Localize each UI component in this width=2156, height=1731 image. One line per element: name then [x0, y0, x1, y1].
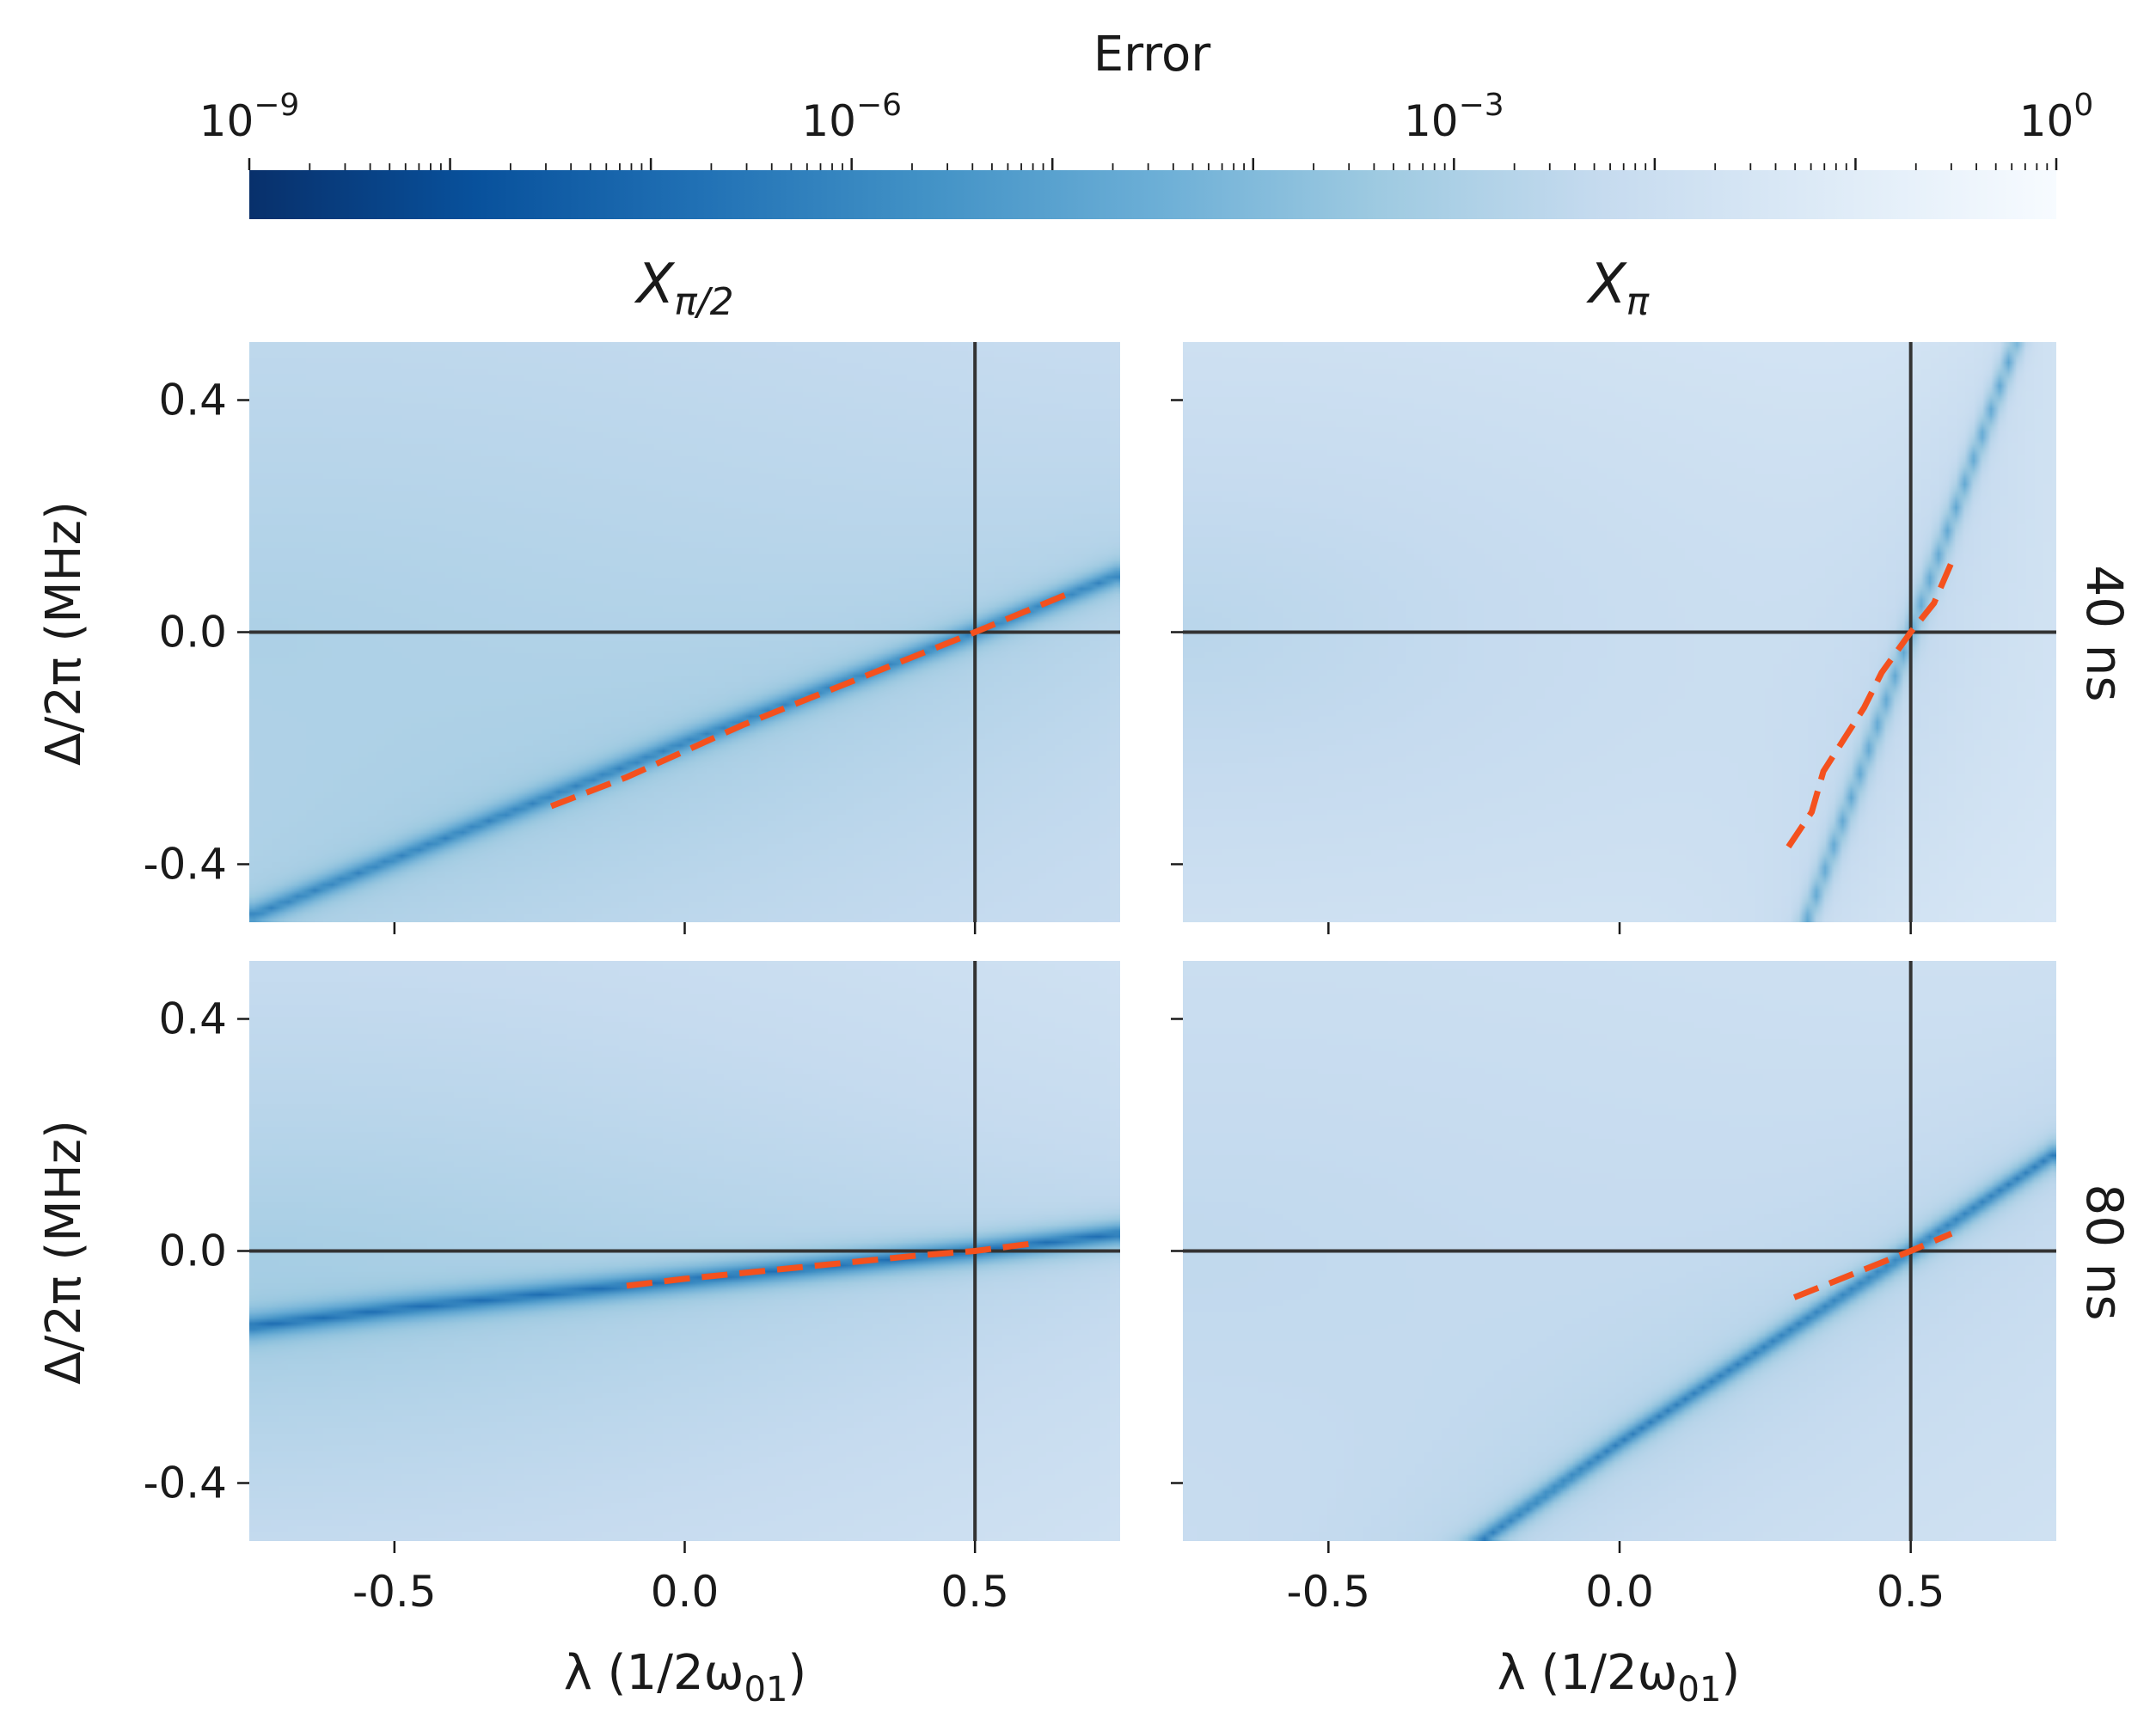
y-tick-label: -0.4 [143, 840, 227, 890]
x-tick-label: 0.5 [940, 1567, 1009, 1617]
colorbar-tick-label: 10−3 [1404, 88, 1504, 146]
panel-x-pi-half-40ns: 0.4 0.0 -0.4 [143, 342, 1120, 934]
dashed-fit-line [549, 589, 1075, 810]
x-axis-label-right: λ (1/2ω01) [1498, 1645, 1741, 1710]
colorbar-title: Error [1093, 27, 1211, 83]
panel-x-pi-40ns [1171, 342, 2056, 934]
panel-x-pi-half-80ns: 0.4 0.0 -0.4 -0.5 0.0 0.5 [143, 961, 1120, 1617]
x-tick-label: 0.0 [1585, 1567, 1654, 1617]
dashed-fit-line [1785, 561, 1955, 849]
colorbar-tick-labels: 10−9 10−6 10−3 100 [199, 88, 2094, 146]
colorbar-tick-label: 100 [2019, 88, 2094, 146]
x-tick-label: 0.5 [1877, 1567, 1945, 1617]
column-title-x-pi-half: Xπ/2 [634, 253, 733, 324]
y-axis-label-top: Δ/2π (MHz) [36, 501, 92, 766]
x-axis-label-left: λ (1/2ω01) [564, 1645, 807, 1710]
x-tick-label: -0.5 [1287, 1567, 1371, 1617]
row-label-80ns: 80 ns [2075, 1184, 2134, 1320]
colorbar-gradient [249, 170, 2056, 219]
x-tick-label: -0.5 [352, 1567, 437, 1617]
colorbar-tick-label: 10−6 [801, 88, 902, 146]
y-tick-label: 0.4 [158, 376, 227, 425]
colorbar-tick-label: 10−9 [199, 88, 300, 146]
x-tick-label: 0.0 [651, 1567, 720, 1617]
dashed-fit-line [626, 1240, 1034, 1289]
dashed-fit-line [1792, 1231, 1953, 1300]
y-tick-label: 0.0 [158, 608, 227, 658]
panel-x-pi-80ns: -0.5 0.0 0.5 [1171, 961, 2056, 1617]
y-tick-label: 0.4 [158, 994, 227, 1044]
column-title-x-pi: Xπ [1586, 253, 1651, 324]
colorbar: Error 10−9 10−6 10−3 100 [199, 27, 2094, 219]
row-label-40ns: 40 ns [2075, 565, 2134, 701]
y-tick-label: -0.4 [143, 1459, 227, 1508]
y-axis-label-bottom: Δ/2π (MHz) [36, 1120, 92, 1385]
colorbar-ticks [248, 158, 2058, 170]
y-tick-label: 0.0 [158, 1226, 227, 1276]
